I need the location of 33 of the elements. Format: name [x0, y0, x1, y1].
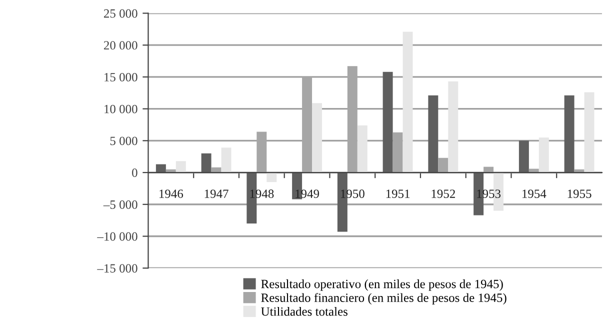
bar	[538, 137, 549, 173]
bar	[448, 81, 458, 173]
y-tick-label: –10 000	[97, 232, 138, 241]
bar	[266, 172, 277, 182]
y-tick-label: 5 000	[110, 136, 138, 146]
y-tick-label: –5 000	[103, 200, 138, 209]
x-tick-label: 1954	[522, 190, 546, 198]
bar	[382, 72, 393, 173]
bar	[428, 95, 438, 173]
y-tick-label: 10 000	[104, 104, 138, 114]
bar	[518, 140, 529, 173]
bar	[176, 161, 186, 173]
bar	[156, 164, 166, 173]
legend-label: Utilidades totales	[261, 306, 348, 316]
bar	[201, 153, 212, 173]
bar	[584, 92, 594, 173]
y-tick-label: 0	[132, 168, 138, 177]
bar	[312, 103, 322, 173]
bar	[221, 148, 232, 173]
legend-label: Resultado operativo (en miles de pesos de 1945)	[261, 279, 503, 291]
y-tick-label: 25 000	[104, 9, 138, 18]
x-tick-label: 1951	[386, 190, 410, 198]
bar	[402, 32, 413, 173]
x-tick-label: 1946	[160, 190, 184, 198]
x-tick-label: 1952	[432, 190, 455, 198]
y-tick-label: 15 000	[104, 72, 138, 82]
x-tick-label: 1947	[204, 190, 228, 198]
x-tick-label: 1955	[568, 190, 592, 198]
y-tick-label: 20 000	[104, 41, 138, 50]
bar	[357, 125, 368, 173]
bar	[564, 95, 574, 173]
y-tick-label: –15 000	[97, 264, 138, 273]
legend-label: Resultado financiero (en miles de pesos de 1945)	[261, 293, 506, 305]
